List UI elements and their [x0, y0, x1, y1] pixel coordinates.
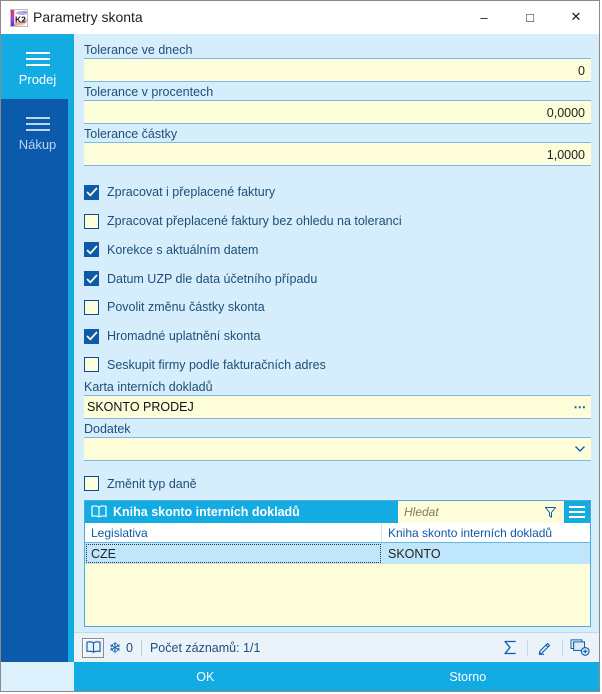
svg-text:K2: K2 [15, 15, 26, 25]
